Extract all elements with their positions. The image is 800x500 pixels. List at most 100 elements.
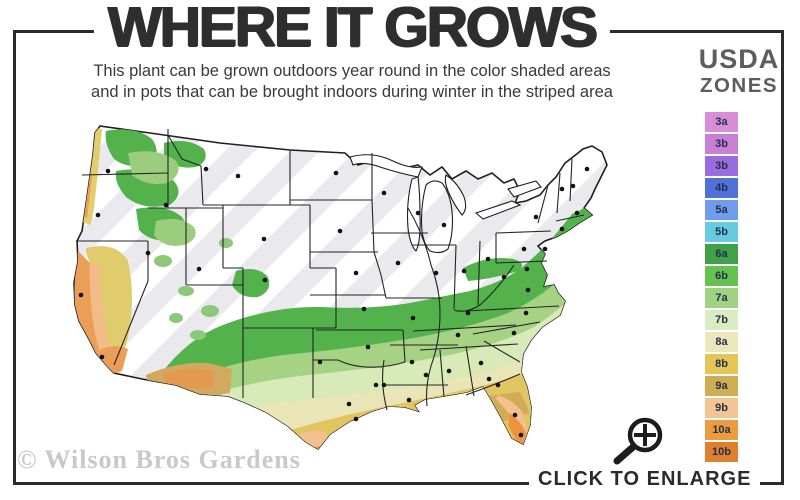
city-dot	[478, 360, 484, 366]
ca-valley-peach	[89, 263, 116, 371]
tx-tip-peach	[296, 430, 334, 449]
zone-label: 8b	[715, 358, 728, 370]
city-dot	[559, 186, 565, 192]
zone-label: 5b	[715, 226, 728, 238]
page-title: WHERE IT GROWS	[93, 0, 611, 60]
zone-label: 9b	[715, 402, 728, 414]
city-dot	[446, 368, 452, 374]
legend-title-zones: ZONES	[699, 74, 779, 97]
zone-swatch-10b-15: 10b	[705, 442, 738, 462]
city-dot	[261, 236, 267, 242]
city-dot	[521, 246, 527, 252]
city-dot	[423, 372, 429, 378]
zone-swatch-5b-5: 5b	[705, 222, 738, 242]
green-patch-co	[232, 269, 270, 298]
city-dot	[361, 306, 367, 312]
band-green-finger	[463, 258, 522, 281]
subtitle: This plant can be grown outdoors year ro…	[32, 61, 672, 104]
city-dot	[518, 432, 524, 438]
michigan-mitten	[420, 180, 454, 254]
city-dot	[203, 166, 209, 172]
tx-tip-orange	[308, 445, 328, 449]
city-dot	[485, 256, 491, 262]
city-dot	[333, 170, 339, 176]
zone-label: 3b	[715, 138, 728, 150]
city-dot	[381, 382, 387, 388]
az-orange-core	[163, 368, 215, 389]
moss-fringe-1	[128, 151, 179, 184]
zone-label: 10b	[712, 446, 731, 458]
legend-title: USDA ZONES	[687, 46, 791, 97]
city-dot	[105, 168, 111, 174]
city-dot	[145, 250, 151, 256]
city-dot	[235, 173, 241, 179]
state-borders	[76, 129, 585, 411]
usda-zone-map[interactable]	[68, 113, 683, 471]
zone-swatch-4b-3: 4b	[705, 178, 738, 198]
zone-label: 8a	[715, 336, 728, 348]
zone-swatch-6b-7: 6b	[705, 266, 738, 286]
zone-label: 6b	[715, 270, 728, 282]
great-basin-mottle	[154, 238, 233, 340]
city-dot	[559, 226, 565, 232]
city-dot	[486, 376, 492, 382]
city-dot	[373, 382, 379, 388]
city-dot	[512, 412, 518, 418]
legend-title-usda: USDA	[698, 44, 780, 74]
zone-label: 3b	[715, 160, 728, 172]
zone-swatch-10a-14: 10a	[705, 420, 738, 440]
city-dot	[317, 359, 323, 365]
watermark: © Wilson Bros Gardens	[17, 445, 301, 474]
city-dot	[99, 354, 105, 360]
zone-swatch-8a-10: 8a	[705, 332, 738, 352]
zone-label: 5a	[715, 204, 728, 216]
fl-tip-orange	[508, 413, 526, 447]
zone-label: 3a	[715, 116, 728, 128]
zone-swatch-6a-6: 6a	[705, 244, 738, 264]
city-dot	[455, 332, 461, 338]
city-dot	[353, 270, 359, 276]
zone-swatch-9a-12: 9a	[705, 376, 738, 396]
subtitle-line-2: and in pots that can be brought indoors …	[91, 83, 613, 102]
zone-label: 10a	[712, 424, 731, 436]
usda-zone-legend: 3a 3b 3b 4b 5a 5b 6a 6b 7a 7b 8a 8b 9a 9b 10a 10b	[705, 112, 738, 464]
city-dot	[196, 266, 202, 272]
magnifier-plus-icon[interactable]	[608, 412, 668, 466]
city-dot	[501, 274, 507, 280]
city-dot	[574, 210, 580, 216]
zone-swatch-7a-8: 7a	[705, 288, 738, 308]
city-dot	[524, 266, 530, 272]
city-dot	[461, 268, 467, 274]
zone-label: 7a	[715, 292, 728, 304]
city-dot	[406, 397, 412, 403]
zone-swatch-5a-4: 5a	[705, 200, 738, 220]
city-dot	[533, 214, 539, 220]
city-dot	[511, 330, 517, 336]
click-to-enlarge-label[interactable]: CLICK TO ENLARGE	[529, 468, 761, 491]
zone-swatch-3a-0: 3a	[705, 112, 738, 132]
city-dot	[381, 190, 387, 196]
city-dot	[433, 270, 439, 276]
moss-fringe-2	[154, 219, 196, 246]
city-dot	[346, 401, 352, 407]
zone-swatch-3b-2: 3b	[705, 156, 738, 176]
city-dot	[365, 344, 371, 350]
zone-swatch-7b-9: 7b	[705, 310, 738, 330]
city-dot	[523, 310, 529, 316]
city-dots	[78, 166, 590, 438]
city-dot	[495, 382, 501, 388]
city-dot	[441, 222, 447, 228]
city-dot	[337, 228, 343, 234]
city-dot	[410, 315, 416, 321]
city-dot	[95, 212, 101, 218]
subtitle-line-1: This plant can be grown outdoors year ro…	[93, 62, 611, 80]
city-dot	[570, 183, 576, 189]
great-lakes	[349, 154, 542, 254]
zone-label: 4b	[715, 182, 728, 194]
zone-swatch-8b-11: 8b	[705, 354, 738, 374]
city-dot	[262, 277, 268, 283]
zone-label: 7b	[715, 314, 728, 326]
city-dot	[542, 246, 548, 252]
city-dot	[353, 416, 359, 422]
